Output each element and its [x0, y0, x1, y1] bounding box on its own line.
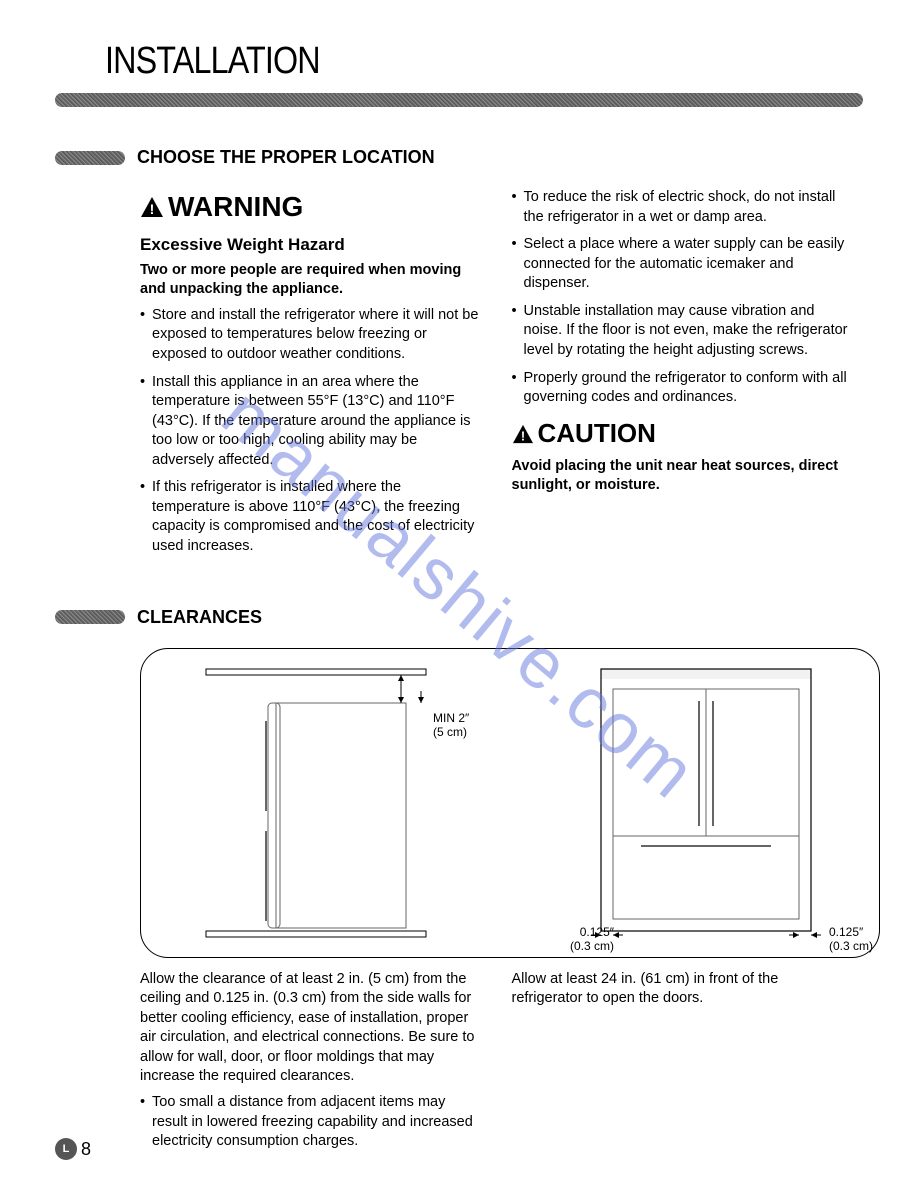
caution-text: Avoid placing the unit near heat sources…: [512, 457, 854, 496]
page-number: 8: [81, 1139, 91, 1160]
warning-label-text: WARNING: [168, 191, 303, 222]
section-bullet-icon: [55, 610, 125, 624]
left-column: ! WARNING Excessive Weight Hazard Two or…: [140, 188, 482, 565]
warning-subhead: Excessive Weight Hazard: [140, 234, 482, 257]
list-item: Unstable installation may cause vibratio…: [512, 302, 854, 361]
right-bullet-list: To reduce the risk of electric shock, do…: [512, 188, 854, 408]
warning-triangle-icon: !: [140, 190, 164, 228]
section-header-location: CHOOSE THE PROPER LOCATION: [55, 147, 863, 168]
clearance-metric: (5 cm): [433, 725, 467, 739]
caution-triangle-icon: !: [512, 418, 534, 453]
left-bullet-list: Store and install the refrigerator where…: [140, 306, 482, 557]
list-item: To reduce the risk of electric shock, do…: [512, 188, 854, 227]
svg-text:!: !: [520, 428, 524, 443]
clearance-metric: (0.3 cm): [570, 939, 614, 953]
clearance-diagram: MIN 2″ (5 cm) 0.125″ (0.3 cm) 0.125″ (0.…: [140, 648, 880, 958]
top-clearance-label: MIN 2″ (5 cm): [433, 711, 469, 740]
clearance-paragraph: Allow the clearance of at least 2 in. (5…: [140, 970, 482, 1087]
content-columns: ! WARNING Excessive Weight Hazard Two or…: [140, 188, 853, 565]
side-clearance-right: 0.125″ (0.3 cm): [829, 925, 873, 954]
caution-label-text: CAUTION: [538, 418, 656, 448]
below-bullet-list: Too small a distance from adjacent items…: [140, 1093, 482, 1152]
list-item: Properly ground the refrigerator to conf…: [512, 369, 854, 408]
lg-logo-icon: L: [55, 1138, 77, 1160]
caution-heading: ! CAUTION: [512, 416, 854, 453]
section-bullet-icon: [55, 151, 125, 165]
right-column: To reduce the risk of electric shock, do…: [512, 188, 854, 565]
clearance-metric: (0.3 cm): [829, 939, 873, 953]
section-header-clearances: CLEARANCES: [55, 607, 863, 628]
section-title: CHOOSE THE PROPER LOCATION: [137, 147, 435, 168]
list-item: If this refrigerator is installed where …: [140, 478, 482, 556]
list-item: Store and install the refrigerator where…: [140, 306, 482, 365]
svg-text:!: !: [150, 201, 155, 217]
below-diagram-columns: Allow the clearance of at least 2 in. (5…: [140, 970, 853, 1160]
warning-intro: Two or more people are required when mov…: [140, 261, 482, 300]
clearance-value: 0.125″: [580, 925, 614, 939]
clearance-paragraph-right: Allow at least 24 in. (61 cm) in front o…: [512, 970, 854, 1009]
list-item: Too small a distance from adjacent items…: [140, 1093, 482, 1152]
clearance-value: MIN 2″: [433, 711, 469, 725]
clearance-value: 0.125″: [829, 925, 863, 939]
page-title: INSTALLATION: [105, 40, 749, 83]
horizontal-rule: [55, 93, 863, 107]
fridge-front-view-icon: [571, 661, 841, 951]
page-footer: L 8: [55, 1138, 91, 1160]
list-item: Install this appliance in an area where …: [140, 373, 482, 471]
warning-heading: ! WARNING: [140, 188, 482, 228]
section-title: CLEARANCES: [137, 607, 262, 628]
fridge-side-view-icon: [196, 661, 446, 951]
below-right-column: Allow at least 24 in. (61 cm) in front o…: [512, 970, 854, 1160]
side-clearance-left: 0.125″ (0.3 cm): [559, 925, 614, 954]
below-left-column: Allow the clearance of at least 2 in. (5…: [140, 970, 482, 1160]
list-item: Select a place where a water supply can …: [512, 235, 854, 294]
